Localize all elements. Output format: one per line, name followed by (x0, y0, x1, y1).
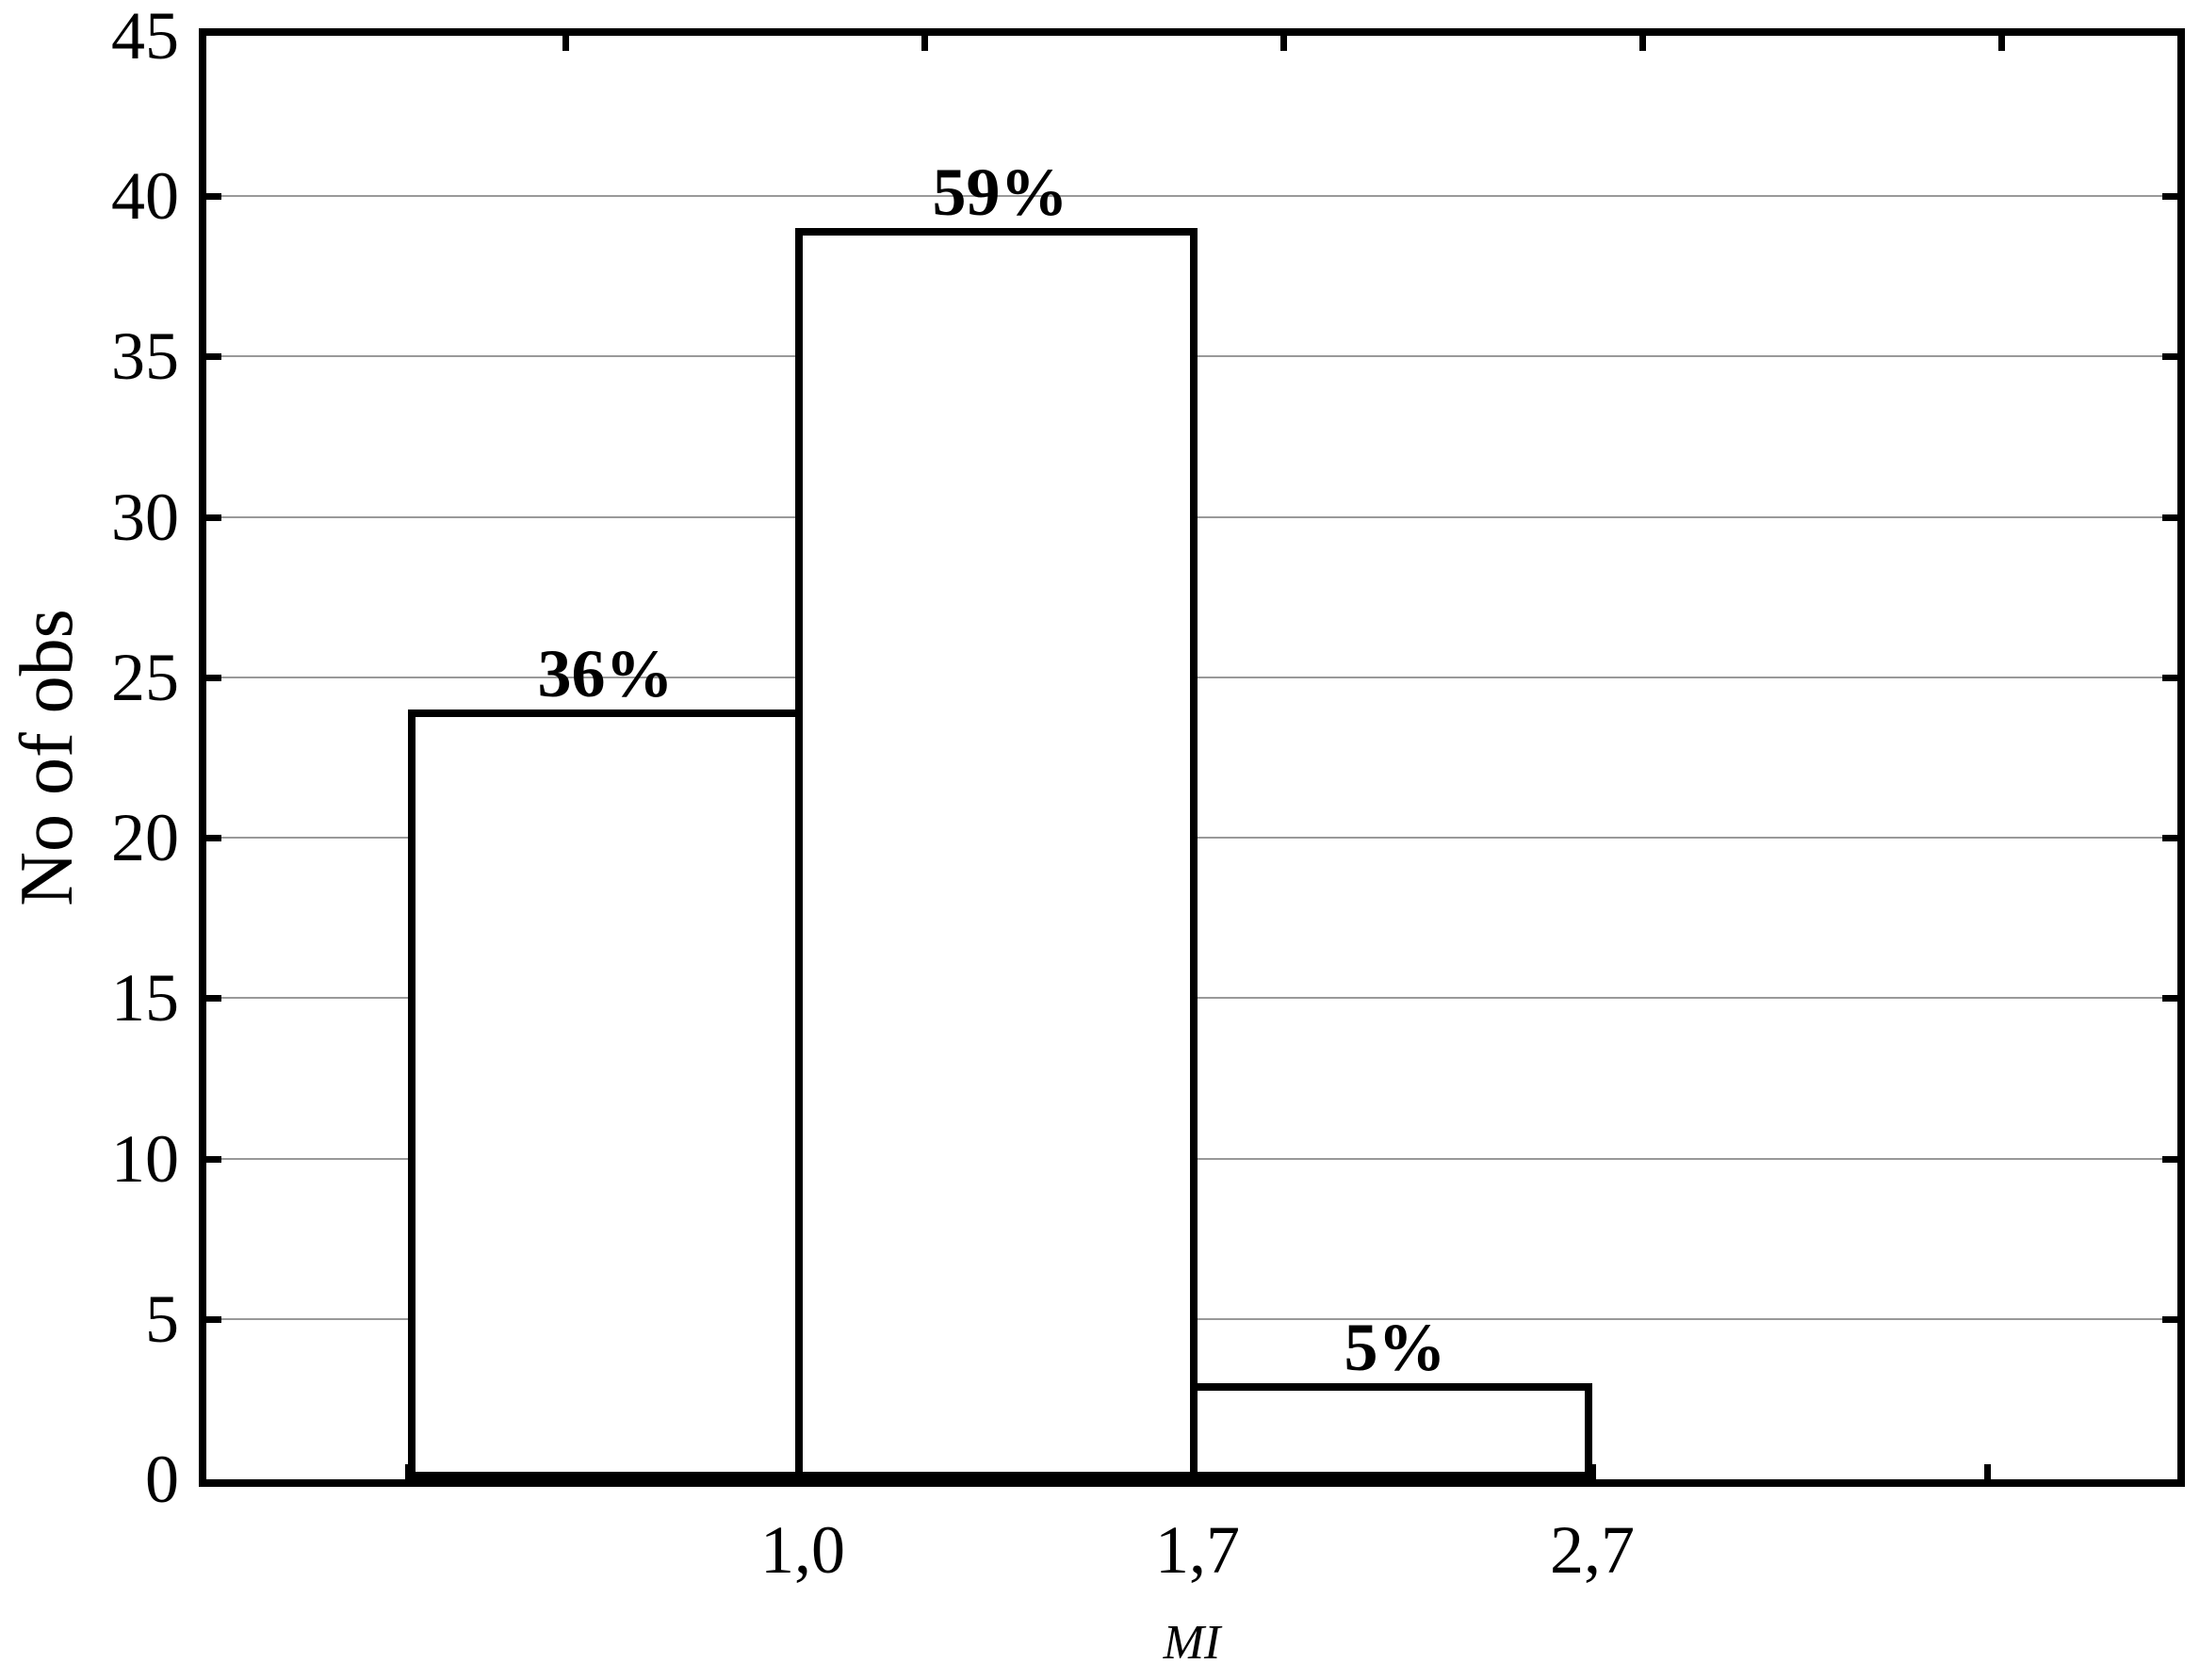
bar-2,7 (1190, 1383, 1592, 1479)
y-axis-tick-right (2162, 1315, 2177, 1323)
x-axis-tick-top (1998, 36, 2005, 51)
y-axis-tick-right (2162, 193, 2177, 201)
x-axis-tick-bottom (1589, 1464, 1596, 1479)
y-tick-label: 20 (111, 800, 179, 875)
x-axis-tick-top (562, 36, 569, 51)
x-axis-tick-bottom (1984, 1464, 1991, 1479)
y-tick-label: 15 (111, 960, 179, 1036)
y-axis-tick-right (2162, 353, 2177, 361)
y-tick-label: 45 (111, 0, 179, 73)
x-tick-label: 1,0 (760, 1512, 845, 1588)
y-tick-label: 25 (111, 640, 179, 715)
x-axis-title: MI (1163, 1616, 1221, 1670)
x-tick-label: 1,7 (1155, 1512, 1240, 1588)
y-axis-tick-right (2162, 995, 2177, 1003)
x-axis-tick-top (1639, 36, 1646, 51)
y-tick-label: 35 (111, 318, 179, 394)
y-axis-tick-right (2162, 674, 2177, 681)
bar-1,7 (795, 228, 1198, 1479)
x-axis-tick-top (921, 36, 928, 51)
y-tick-label: 10 (111, 1121, 179, 1197)
bar-value-label: 59% (932, 155, 1068, 230)
x-axis-tick-top (1280, 36, 1287, 51)
bar-1,0 (408, 710, 803, 1479)
bar-value-label: 5% (1344, 1310, 1446, 1385)
y-axis-tick-left (206, 674, 221, 681)
y-axis-tick-right (2162, 514, 2177, 521)
y-axis-tick-right (2162, 835, 2177, 842)
y-axis-tick-left (206, 835, 221, 842)
y-tick-label: 0 (145, 1442, 179, 1517)
x-tick-label: 2,7 (1550, 1512, 1635, 1588)
y-axis-tick-left (206, 1155, 221, 1163)
gridline-y-40 (206, 195, 2177, 198)
bar-value-label: 36% (537, 636, 674, 711)
y-tick-label: 40 (111, 158, 179, 234)
y-axis-tick-left (206, 353, 221, 361)
y-axis-tick-left (206, 1315, 221, 1323)
y-tick-label: 30 (111, 480, 179, 555)
y-axis-tick-left (206, 995, 221, 1003)
y-tick-label: 5 (145, 1281, 179, 1357)
y-axis-tick-left (206, 514, 221, 521)
y-axis-tick-right (2162, 1155, 2177, 1163)
y-axis-tick-left (206, 193, 221, 201)
plot-area (199, 28, 2185, 1487)
